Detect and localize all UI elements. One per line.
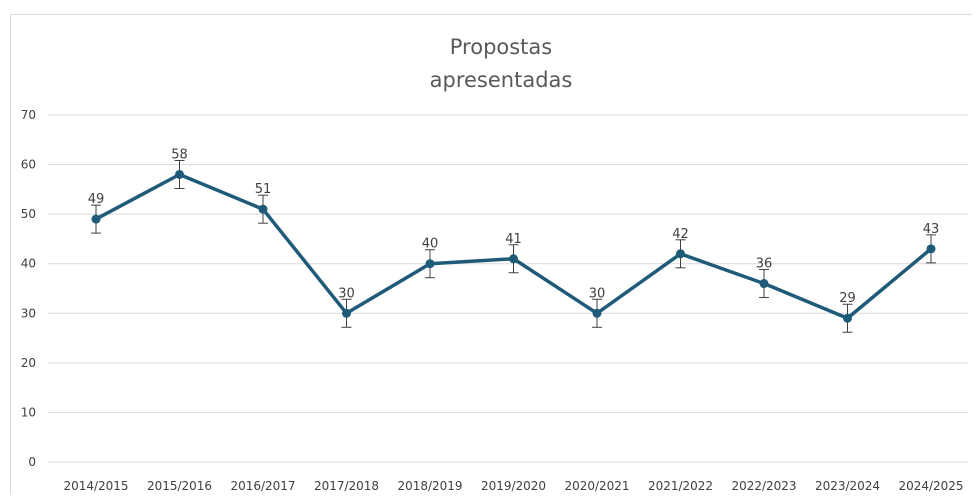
x-tick-label: 2021/2022 (648, 479, 713, 493)
data-label: 36 (756, 257, 773, 272)
data-label: 58 (171, 147, 188, 162)
y-tick-label: 70 (21, 108, 36, 122)
y-tick-label: 60 (21, 158, 36, 172)
data-label: 30 (338, 286, 355, 301)
x-tick-label: 2016/2017 (230, 479, 295, 493)
data-point (425, 259, 435, 269)
data-point (759, 279, 769, 289)
data-point (509, 254, 518, 264)
y-tick-label: 20 (21, 356, 36, 370)
data-label: 30 (589, 286, 606, 301)
data-point (926, 244, 936, 254)
x-tick-label: 2017/2018 (314, 479, 379, 493)
x-tick-label: 2022/2023 (731, 479, 796, 493)
data-label: 43 (923, 222, 940, 237)
chart-title-line-2: apresentadas (430, 68, 573, 92)
x-tick-label: 2018/2019 (397, 479, 462, 493)
data-point (592, 308, 602, 318)
x-tick-label: 2024/2025 (898, 479, 963, 493)
data-point (676, 249, 685, 259)
data-label: 29 (839, 291, 856, 306)
y-tick-label: 40 (21, 257, 36, 271)
data-label: 42 (672, 227, 689, 242)
x-tick-label: 2020/2021 (564, 479, 629, 493)
data-point (91, 214, 101, 224)
x-tick-label: 2015/2016 (147, 479, 212, 493)
y-tick-label: 0 (28, 455, 36, 469)
data-point (258, 204, 268, 214)
chart-border (10, 14, 972, 494)
data-point (342, 308, 351, 318)
x-tick-label: 2014/2015 (63, 479, 128, 493)
data-label: 40 (422, 237, 439, 252)
data-label: 41 (505, 232, 522, 247)
x-tick-label: 2019/2020 (481, 479, 546, 493)
y-tick-label: 30 (21, 306, 36, 320)
data-label: 51 (255, 182, 272, 197)
data-label: 49 (88, 192, 105, 207)
data-point (175, 169, 184, 179)
y-tick-label: 10 (21, 405, 36, 419)
x-tick-label: 2023/2024 (815, 479, 880, 493)
y-tick-label: 50 (21, 207, 36, 221)
data-point (843, 313, 852, 323)
chart-title-line-1: Propostas (450, 35, 552, 59)
